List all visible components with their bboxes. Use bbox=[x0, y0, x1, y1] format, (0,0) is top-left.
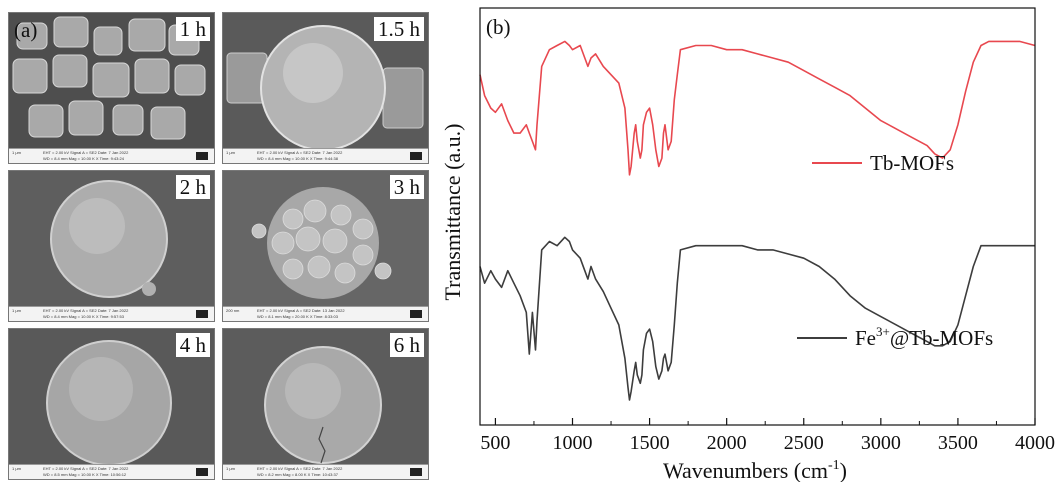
x-axis-title: Wavenumbers (cm-1) bbox=[663, 458, 847, 482]
plot-frame bbox=[479, 7, 1036, 426]
legend-fe-tb-mofs: Fe3+@Tb-MOFs bbox=[797, 324, 993, 350]
sem-info-row2: WD = 8.4 mm Mag = 10.00 K X Time: 9:57:5… bbox=[43, 314, 124, 319]
scale-bar-label: 1 μm bbox=[12, 150, 21, 155]
ftir-chart: Transmittance (a.u.) Wavenumbers (cm-1) … bbox=[440, 7, 1055, 482]
sem-info-row2: WD = 8.4 mm Mag = 10.00 K X Time: 9:44:3… bbox=[257, 156, 338, 161]
x-tick-label-2: 1500 bbox=[630, 432, 670, 454]
x-axis-title-text: Wavenumbers (cm bbox=[663, 458, 828, 482]
sem-image-3h: 200 nm EHT = 2.00 kV Signal A = SE2 Date… bbox=[222, 170, 429, 322]
x-tick-label-4: 2500 bbox=[784, 432, 824, 454]
zeiss-logo bbox=[410, 468, 422, 476]
legend-tb-mofs: Tb-MOFs bbox=[812, 151, 954, 175]
sem-info-row1: EHT = 2.00 kV Signal A = SE2 Date: 7 Jan… bbox=[43, 308, 129, 313]
scale-bar-label: 200 nm bbox=[226, 308, 240, 313]
time-label: 3 h bbox=[389, 175, 424, 199]
sem-info-bar: 1 μm EHT = 2.00 kV Signal A = SE2 Date: … bbox=[223, 464, 428, 479]
sem-info-bar: 1 μm EHT = 2.00 kV Signal A = SE2 Date: … bbox=[223, 148, 428, 163]
x-axis-title-sup: -1 bbox=[828, 458, 840, 473]
sem-image-1-5h: 1 μm EHT = 2.00 kV Signal A = SE2 Date: … bbox=[222, 12, 429, 164]
sem-image-2h: 1 μm EHT = 2.00 kV Signal A = SE2 Date: … bbox=[8, 170, 215, 322]
sem-info-row1: EHT = 2.00 kV Signal A = SE2 Date: 7 Jan… bbox=[43, 150, 129, 155]
sem-panel: 1 μm EHT = 2.00 kV Signal A = SE2 Date: … bbox=[0, 0, 440, 482]
time-label: 2 h bbox=[175, 175, 210, 199]
time-label: 6 h bbox=[389, 333, 424, 357]
sem-info-bar: 200 nm EHT = 2.00 kV Signal A = SE2 Date… bbox=[223, 306, 428, 321]
x-tick-label-0: 500 bbox=[480, 432, 510, 454]
sem-image-6h: 1 μm EHT = 2.00 kV Signal A = SE2 Date: … bbox=[222, 328, 429, 480]
zeiss-logo bbox=[196, 152, 208, 160]
x-tick-label-5: 3000 bbox=[861, 432, 901, 454]
time-label: 1 h bbox=[175, 17, 210, 41]
zeiss-logo bbox=[410, 152, 422, 160]
sem-image-4h: 1 μm EHT = 2.00 kV Signal A = SE2 Date: … bbox=[8, 328, 215, 480]
x-tick-label-1: 1000 bbox=[553, 432, 593, 454]
sem-info-row1: EHT = 2.00 kV Signal A = SE2 Date: 13 Ja… bbox=[257, 308, 345, 313]
sem-info-row2: WD = 8.2 mm Mag = 8.00 K X Time: 10:43:3… bbox=[257, 472, 338, 477]
zeiss-logo bbox=[196, 468, 208, 476]
legend-label-fe-tb-mofs: Fe3+@Tb-MOFs bbox=[855, 324, 993, 350]
x-tick-label-7: 4000 bbox=[1015, 432, 1055, 454]
sem-info-bar: 1 μm EHT = 2.00 kV Signal A = SE2 Date: … bbox=[9, 306, 214, 321]
scale-bar-label: 1 μm bbox=[226, 150, 235, 155]
sem-micrograph bbox=[9, 171, 214, 311]
time-label: 1.5 h bbox=[374, 17, 424, 41]
sem-info-row1: EHT = 2.00 kV Signal A = SE2 Date: 7 Jan… bbox=[257, 150, 343, 155]
scale-bar-label: 1 μm bbox=[226, 466, 235, 471]
time-label: 4 h bbox=[175, 333, 210, 357]
panel-a-label: (a) bbox=[14, 18, 38, 42]
zeiss-logo bbox=[410, 310, 422, 318]
x-axis-title-close: ) bbox=[840, 458, 847, 482]
series-line-0 bbox=[479, 40, 1036, 176]
sem-info-row2: WD = 8.1 mm Mag = 20.00 K X Time: 8:33:0… bbox=[257, 314, 338, 319]
zeiss-logo bbox=[196, 310, 208, 318]
sem-info-row1: EHT = 2.00 kV Signal A = SE2 Date: 7 Jan… bbox=[257, 466, 343, 471]
sem-info-row1: EHT = 2.00 kV Signal A = SE2 Date: 7 Jan… bbox=[43, 466, 129, 471]
y-axis-title: Transmittance (a.u.) bbox=[440, 124, 465, 301]
scale-bar-label: 1 μm bbox=[12, 308, 21, 313]
sem-info-row2: WD = 8.4 mm Mag = 10.00 K X Time: 9:43:2… bbox=[43, 156, 124, 161]
sem-micrograph bbox=[223, 13, 428, 153]
x-tick-label-6: 3500 bbox=[938, 432, 978, 454]
sem-info-bar: 1 μm EHT = 2.00 kV Signal A = SE2 Date: … bbox=[9, 464, 214, 479]
sem-micrograph bbox=[9, 329, 214, 469]
sem-image-1h: 1 μm EHT = 2.00 kV Signal A = SE2 Date: … bbox=[8, 12, 215, 164]
scale-bar-label: 1 μm bbox=[12, 466, 21, 471]
x-tick-label-3: 2000 bbox=[707, 432, 747, 454]
legend-label-tb-mofs: Tb-MOFs bbox=[870, 151, 954, 175]
series-line-1 bbox=[479, 236, 1035, 401]
sem-info-row2: WD = 8.5 mm Mag = 10.00 K X Time: 10:56:… bbox=[43, 472, 127, 477]
sem-info-bar: 1 μm EHT = 2.00 kV Signal A = SE2 Date: … bbox=[9, 148, 214, 163]
panel-b-label: (b) bbox=[486, 15, 511, 39]
